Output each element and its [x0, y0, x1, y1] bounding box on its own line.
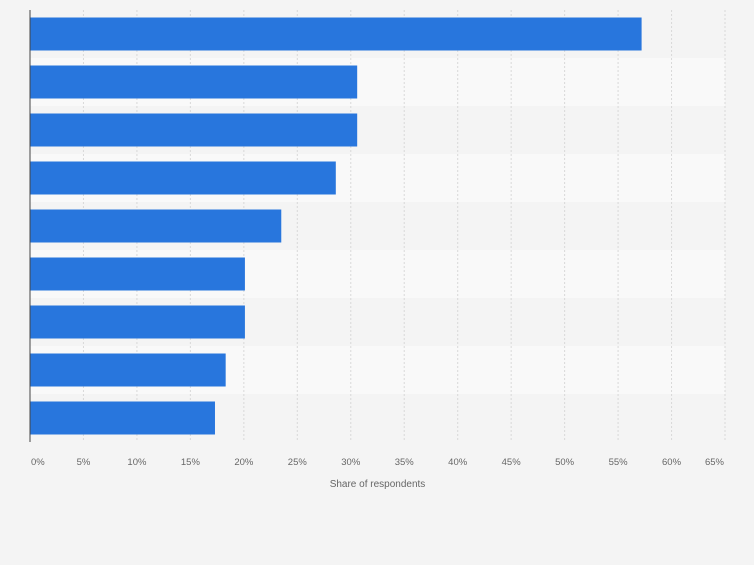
- x-tick-label: 30%: [341, 457, 361, 468]
- x-tick-labels: 0% 5% 10% 15% 20% 25% 30% 35% 40% 45% 50% 55% 60% 65%: [31, 457, 725, 468]
- bar[interactable]: [30, 353, 226, 387]
- x-tick-label: 65%: [705, 457, 725, 468]
- x-axis-title: Share of respondents: [330, 479, 426, 490]
- bar[interactable]: [30, 401, 215, 435]
- bar[interactable]: [30, 209, 282, 243]
- bar[interactable]: [30, 65, 358, 99]
- bar[interactable]: [30, 305, 245, 339]
- x-tick-label: 0%: [31, 457, 45, 468]
- x-tick-label: 20%: [234, 457, 254, 468]
- bar[interactable]: [30, 17, 642, 51]
- x-tick-label: 45%: [502, 457, 522, 468]
- x-tick-label: 55%: [609, 457, 629, 468]
- x-tick-label: 35%: [395, 457, 415, 468]
- x-tick-label: 10%: [127, 457, 147, 468]
- x-tick-label: 50%: [555, 457, 575, 468]
- x-tick-label: 15%: [181, 457, 201, 468]
- x-tick-label: 25%: [288, 457, 308, 468]
- bar[interactable]: [30, 161, 336, 195]
- x-tick-label: 60%: [662, 457, 682, 468]
- bar[interactable]: [30, 257, 245, 291]
- bar[interactable]: [30, 113, 358, 147]
- x-tick-label: 5%: [77, 457, 91, 468]
- bars: [30, 17, 642, 435]
- x-tick-label: 40%: [448, 457, 468, 468]
